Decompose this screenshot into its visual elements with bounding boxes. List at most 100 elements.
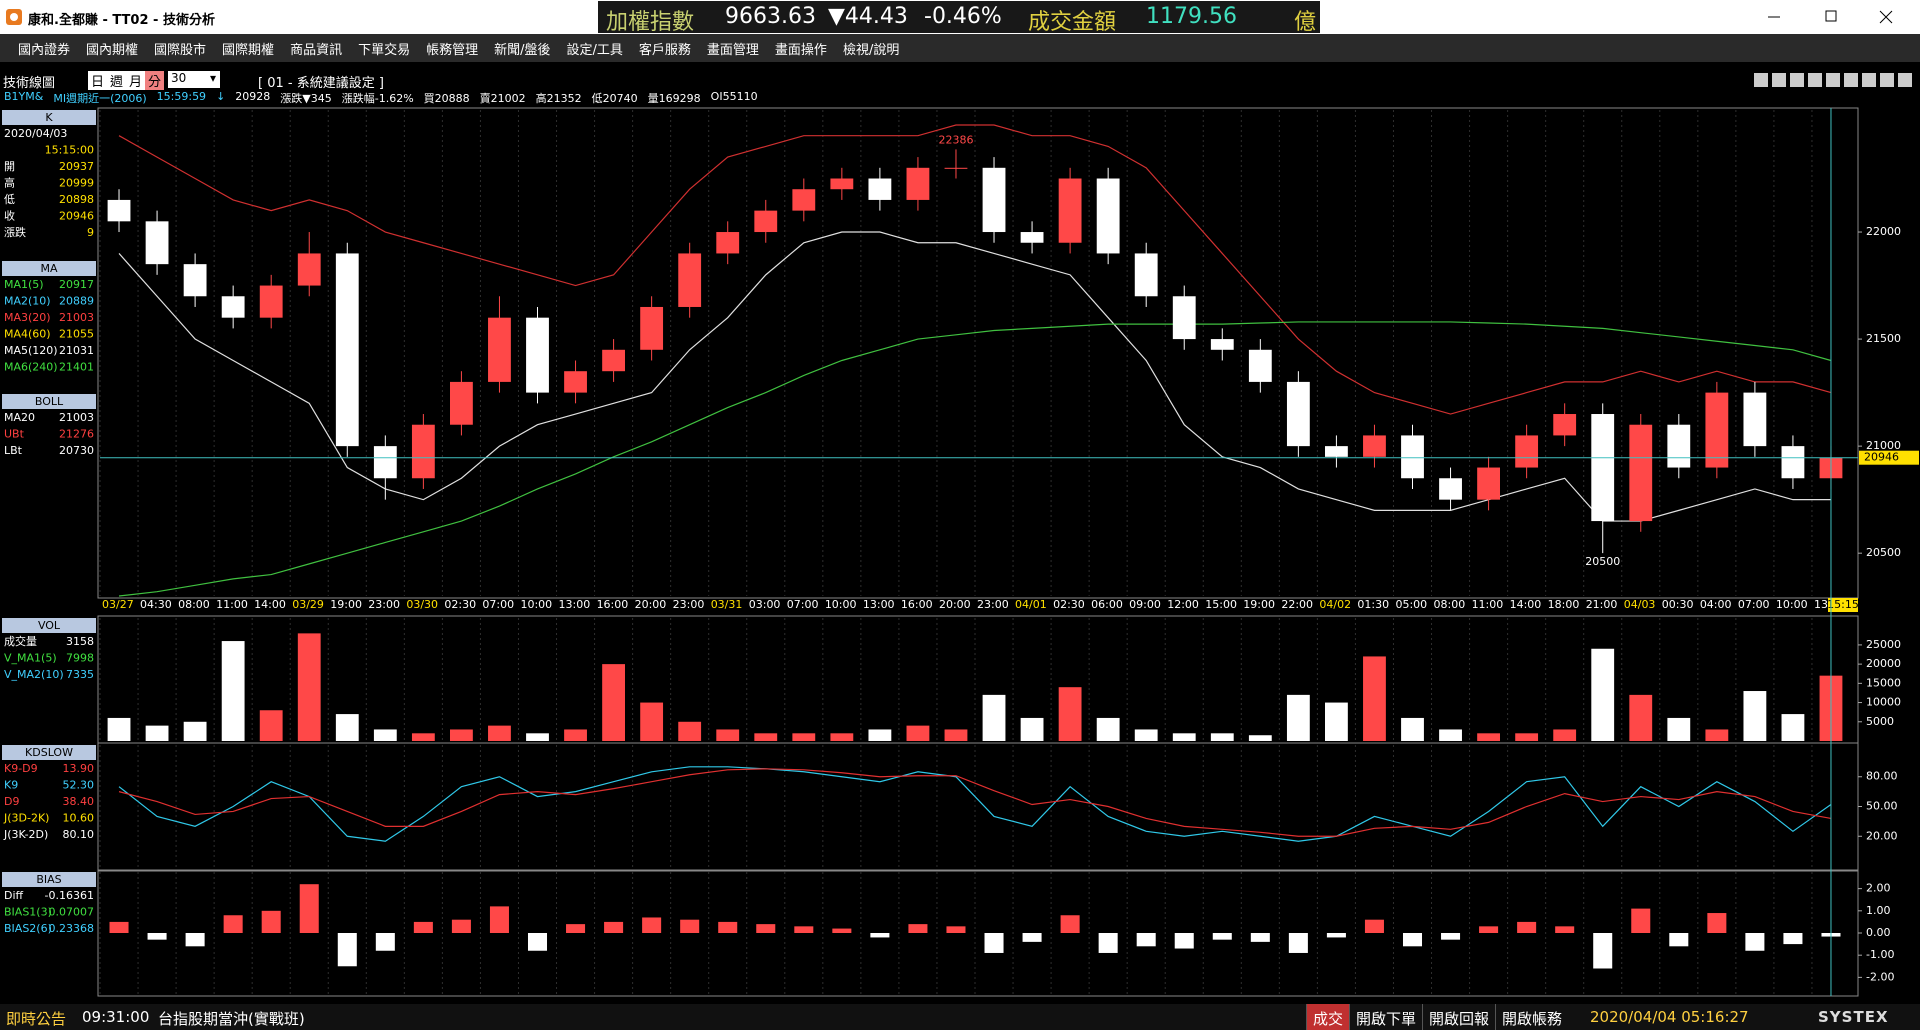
tool-button[interactable] [1826,73,1840,87]
panel-value: 21003 [59,411,94,424]
y-tick-label: 80.00 [1866,770,1898,783]
notice-headline[interactable]: 台指股期當沖(實戰班) [158,1010,305,1028]
candle-body [107,199,131,222]
y-tick-label: 10000 [1866,696,1901,709]
volume-bar [716,729,740,741]
x-tick-label: 02:30 [1053,598,1085,611]
candle-body [982,167,1006,233]
y-tick-label: 20.00 [1866,829,1898,842]
panel-label: 成交量 [4,634,37,648]
x-tick-label: 20:00 [939,598,971,611]
menu-item[interactable]: 畫面操作 [774,42,827,58]
y-tick-label: 21000 [1866,439,1901,452]
pane-frame [97,107,1859,599]
turnover-label: 成交金額 [1028,10,1117,35]
panel-header: VOL [38,619,61,632]
candle-body [373,446,397,479]
panel-label: BIAS2(6) [4,922,52,935]
tool-button[interactable] [1808,73,1822,87]
period-tab[interactable]: 日 [91,75,105,90]
panel-label: J(3K-2D) [3,828,48,841]
interval-select[interactable]: 30 ▾ [168,71,220,88]
bias-bar [870,933,890,938]
bias-bar [1326,933,1346,938]
menu-item[interactable]: 商品資訊 [290,42,343,58]
tool-button[interactable] [1790,73,1804,87]
x-tick-label: 05:00 [1395,598,1427,611]
menu-item[interactable]: 下單交易 [358,42,411,58]
volume-bar [982,694,1006,741]
candle-body [1248,349,1272,382]
candle-body [830,178,854,190]
status-button[interactable]: 成交 [1306,1004,1350,1030]
tool-button[interactable] [1898,73,1912,87]
setting-name[interactable]: [ 01 - 系統建議設定 ] [258,76,384,91]
panel-header-bg [2,110,96,125]
x-tick-label: 09:00 [1129,598,1161,611]
status-button[interactable]: 開啟回報 [1422,1004,1495,1030]
y-tick-label: 0.00 [1866,926,1891,939]
y-tick-label: 20000 [1866,657,1901,670]
x-tick-label: 01:30 [1357,598,1389,611]
bias-bar [908,924,928,933]
x-tick-label: 18:00 [1548,598,1580,611]
bias-bar [1060,915,1080,933]
period-tab[interactable]: 月 [129,75,143,90]
menu-item[interactable]: 國內期權 [86,42,139,58]
bias-bar [1174,933,1194,949]
window-controls[interactable] [1740,0,1920,34]
menu-item[interactable]: 新聞/盤後 [494,42,551,58]
x-tick-label: 16:00 [597,598,629,611]
candle-body [297,253,321,286]
volume-bar [1401,717,1424,741]
bias-bar [375,933,395,951]
menu-item[interactable]: 國際股市 [154,42,207,58]
volume-bar [1096,717,1120,741]
period-tab[interactable]: 週 [110,75,124,90]
x-tick-label: 08:00 [178,598,210,611]
bias-bar [337,933,357,967]
tool-button[interactable] [1862,73,1876,87]
panel-value: 80.10 [63,828,95,841]
menu-item[interactable]: 檢視/說明 [842,42,900,58]
close[interactable] [1879,10,1893,24]
panel-header-bg [2,872,96,887]
tool-button[interactable] [1772,73,1786,87]
pane-frame [97,742,1859,872]
restore[interactable] [1825,10,1837,22]
tool-button[interactable] [1844,73,1858,87]
menu-item[interactable]: 畫面管理 [706,42,759,58]
volume-bar [1629,694,1653,741]
bias-bar [1479,926,1499,933]
quote-field: ↓ [216,90,226,103]
candle-body [564,371,587,393]
bias-bar [451,919,471,933]
panel-header: BIAS [36,873,61,886]
menu-item[interactable]: 帳務管理 [426,42,479,58]
volume-bar [1172,733,1196,741]
panel-label: K9 [4,779,18,792]
x-tick-label: 07:00 [787,598,819,611]
period-tab[interactable]: 分 [145,71,165,90]
candle-body [1439,478,1462,500]
tool-button[interactable] [1880,73,1894,87]
menu-item[interactable]: 客戶服務 [638,42,691,58]
status-button[interactable]: 開啟下單 [1349,1004,1422,1030]
menu-item[interactable]: 國際期權 [222,42,275,58]
panel-label: MA2(10) [4,295,51,308]
menu-item[interactable]: 設定/工具 [566,42,623,58]
quote-field: 漲跌▼345 [280,92,332,105]
bias-bar [1364,919,1384,933]
tool-button[interactable] [1754,73,1768,87]
status-button[interactable]: 開啟帳務 [1495,1004,1568,1030]
panel-value: 0.23368 [49,922,95,935]
volume-bar [1210,733,1234,741]
status-buttons: 成交 開啟下單 開啟回報 開啟帳務 [1306,1004,1568,1030]
bias-bar [1288,933,1308,953]
candle-body [1515,435,1539,468]
bias-bar [1212,933,1232,940]
indicator-line [118,124,1832,415]
x-tick-label: 00:30 [1662,598,1694,611]
bias-bar [489,906,509,933]
menu-item[interactable]: 國內證券 [18,42,71,58]
